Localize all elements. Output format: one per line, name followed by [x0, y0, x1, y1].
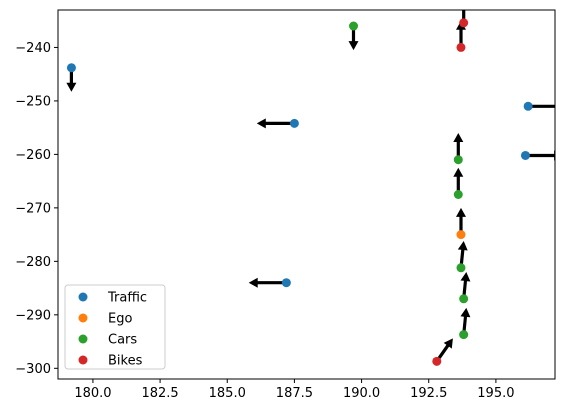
x-tick-label: 185.0	[209, 386, 246, 401]
direction-arrow	[460, 272, 471, 299]
y-tick-label: −240	[15, 41, 51, 56]
legend-marker	[78, 355, 88, 365]
y-tick-label: −290	[15, 308, 51, 323]
data-point-bikes	[459, 18, 469, 28]
y-tick-label: −260	[15, 148, 51, 163]
x-tick-label: 187.5	[276, 386, 313, 401]
y-tick-label: −250	[15, 94, 51, 109]
direction-arrow	[457, 241, 468, 268]
data-point-bikes	[432, 356, 442, 366]
plot-frame	[57, 9, 556, 380]
legend-marker	[78, 313, 88, 323]
data-point-cars	[456, 263, 466, 273]
data-point-traffic	[66, 63, 76, 73]
x-tick-label: 195.0	[477, 386, 514, 401]
direction-arrow	[453, 133, 464, 160]
y-axis: −240 −250 −260 −270 −280 −290 −300	[15, 41, 58, 377]
direction-arrow	[456, 20, 466, 48]
data-point-cars	[453, 190, 463, 199]
x-tick-label: 180.0	[74, 386, 111, 401]
direction-arrow	[460, 307, 471, 335]
x-tick-label: 190.0	[343, 386, 380, 401]
direction-arrow	[256, 118, 295, 129]
data-point-cars	[459, 294, 469, 304]
direction-arrow	[348, 26, 359, 51]
legend-label: Ego	[108, 312, 132, 327]
data-point-ego	[456, 230, 466, 240]
data-point-traffic	[289, 118, 299, 128]
y-tick-label: −270	[15, 201, 51, 216]
legend-label: Bikes	[108, 354, 143, 369]
direction-arrow	[456, 207, 466, 235]
direction-arrow	[528, 104, 555, 108]
x-tick-label: 182.5	[141, 386, 178, 401]
direction-arrow	[435, 338, 453, 363]
legend: Traffic Ego Cars Bikes	[64, 284, 166, 370]
legend-label: Traffic	[107, 291, 147, 306]
data-point-cars	[459, 330, 469, 340]
y-tick-label: −300	[15, 362, 51, 377]
x-axis: 180.0 182.5 185.0 187.5 190.0 192.5 195.0	[74, 379, 515, 401]
legend-label: Cars	[108, 333, 137, 348]
direction-arrow	[248, 277, 287, 288]
direction-arrow	[525, 150, 555, 161]
x-tick-label: 192.5	[410, 386, 447, 401]
legend-marker	[78, 334, 88, 344]
direction-arrow	[66, 67, 77, 92]
legend-frame	[64, 284, 166, 370]
legend-marker	[78, 292, 88, 302]
data-point-bikes	[456, 42, 466, 52]
data-point-traffic	[281, 278, 291, 288]
data-point-traffic	[520, 150, 530, 160]
y-tick-label: −280	[15, 255, 51, 270]
data-point-cars	[453, 155, 463, 165]
data-point-cars	[349, 21, 359, 31]
direction-arrow	[453, 167, 464, 195]
point-layer	[66, 18, 533, 366]
data-point-traffic	[523, 101, 533, 111]
